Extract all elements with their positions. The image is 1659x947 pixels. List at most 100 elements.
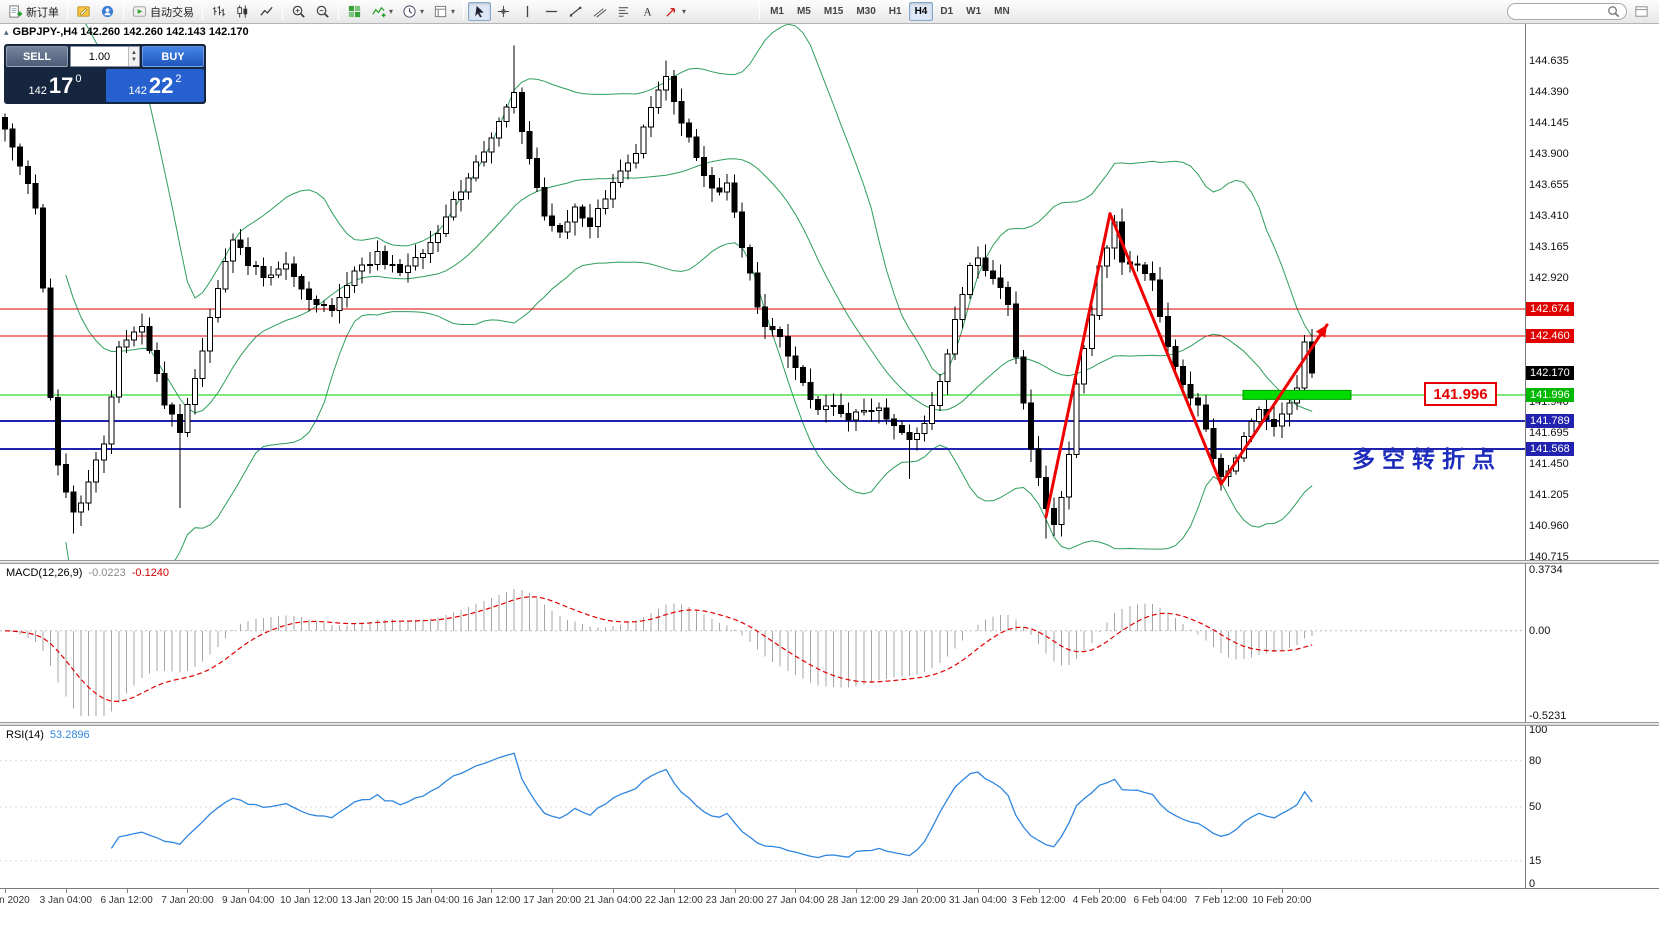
fibonacci-icon bbox=[616, 4, 631, 19]
arrows-button[interactable]: ▾ bbox=[660, 2, 690, 21]
search-input[interactable] bbox=[1513, 6, 1604, 17]
time-tick bbox=[5, 889, 6, 893]
text-icon: A bbox=[640, 4, 655, 19]
macd-histogram bbox=[12, 588, 1313, 716]
line-chart-icon bbox=[259, 4, 274, 19]
time-label: 15 Jan 04:00 bbox=[401, 895, 460, 906]
trend-arrow[interactable] bbox=[1044, 212, 1329, 519]
time-label: 3 Jan 04:00 bbox=[39, 895, 92, 906]
horizontal-line-button[interactable] bbox=[540, 2, 563, 21]
rsi-label: RSI(14) 53.2896 bbox=[4, 729, 98, 741]
sell-price-prefix: 142 bbox=[28, 85, 47, 97]
channel-button[interactable] bbox=[588, 2, 611, 21]
toolbar-divider bbox=[463, 3, 465, 20]
price-level-tag: 142.674 bbox=[1526, 302, 1574, 317]
panel-splitter[interactable] bbox=[0, 560, 1659, 564]
spinner-down-icon[interactable]: ▼ bbox=[131, 56, 137, 63]
zoom-in-button[interactable] bbox=[287, 2, 310, 21]
rsi-chart[interactable] bbox=[0, 726, 1525, 888]
fibonacci-button[interactable] bbox=[612, 2, 635, 21]
sell-price[interactable]: 142 17 0 bbox=[6, 69, 104, 102]
price-axis[interactable]: 144.635 144.390 144.145 143.900 143.655 143.4… bbox=[1525, 24, 1659, 890]
community-icon bbox=[100, 4, 115, 19]
trendline-icon bbox=[568, 4, 583, 19]
timeframe-h4-button[interactable]: H4 bbox=[908, 2, 934, 21]
search-icon bbox=[1606, 4, 1621, 19]
price-label: 142.920 bbox=[1529, 272, 1569, 285]
community-button[interactable] bbox=[96, 2, 119, 21]
indicators-button[interactable]: ▾ bbox=[367, 2, 397, 21]
support-zone-rect[interactable] bbox=[1242, 389, 1352, 400]
time-label: 21 Jan 04:00 bbox=[584, 895, 642, 906]
chevron-down-icon: ▾ bbox=[389, 6, 394, 16]
candles bbox=[2, 45, 1316, 539]
price-label: 144.635 bbox=[1529, 55, 1569, 68]
time-label: 31 Jan 04:00 bbox=[948, 895, 1007, 906]
oneclick-collapse-arrow[interactable]: ▴ bbox=[4, 26, 9, 37]
annotation-turning-point[interactable]: 多空转折点 bbox=[1352, 446, 1502, 472]
horizontal-level-lines[interactable] bbox=[0, 308, 1525, 450]
zoom-in-icon bbox=[291, 4, 306, 19]
text-button[interactable]: A bbox=[636, 2, 659, 21]
sell-button[interactable]: SELL bbox=[6, 46, 68, 67]
vertical-line-button[interactable] bbox=[516, 2, 539, 21]
time-tick bbox=[1160, 889, 1162, 893]
timeframe-m5-button[interactable]: M5 bbox=[791, 2, 817, 21]
time-tick bbox=[917, 889, 918, 893]
new-order-button[interactable]: 新订单 bbox=[4, 2, 63, 21]
price-level-tag: 141.789 bbox=[1526, 414, 1574, 429]
search-box[interactable] bbox=[1507, 3, 1627, 20]
bar-chart-icon bbox=[211, 4, 226, 19]
metaeditor-button[interactable] bbox=[72, 2, 95, 21]
time-axis[interactable]: 2 Jan 2020 3 Jan 04:00 6 Jan 12:00 7 Jan 20… bbox=[0, 888, 1659, 912]
zoom-out-button[interactable] bbox=[311, 2, 334, 21]
bar-chart-button[interactable] bbox=[207, 2, 230, 21]
timeframe-m30-button[interactable]: M30 bbox=[850, 2, 881, 21]
spinner-up-icon[interactable]: ▲ bbox=[131, 49, 137, 56]
toolbar-divider bbox=[67, 3, 68, 20]
volume-spinner[interactable]: ▲ ▼ bbox=[127, 47, 139, 66]
toolbar-divider bbox=[282, 3, 283, 20]
macd-axis-label: -0.5231 bbox=[1529, 710, 1567, 722]
time-label: 22 Jan 12:00 bbox=[644, 895, 703, 906]
price-label: 140.715 bbox=[1529, 550, 1569, 563]
timeframe-d1-button[interactable]: D1 bbox=[934, 2, 959, 21]
periods-button[interactable]: ▾ bbox=[398, 2, 428, 21]
crosshair-button[interactable] bbox=[492, 2, 515, 21]
autotrading-icon bbox=[132, 4, 147, 19]
time-tick bbox=[65, 889, 67, 893]
time-label: 4 Feb 20:00 bbox=[1072, 895, 1127, 906]
macd-axis-label: 0.00 bbox=[1529, 624, 1551, 637]
time-label: 16 Jan 12:00 bbox=[462, 895, 521, 906]
line-chart-button[interactable] bbox=[255, 2, 278, 21]
buy-price[interactable]: 142 22 2 bbox=[106, 69, 204, 102]
volume-input[interactable] bbox=[71, 47, 128, 66]
timeframe-h1-button[interactable]: H1 bbox=[883, 2, 908, 21]
price-chart[interactable] bbox=[0, 24, 1525, 560]
horizontal-line-icon bbox=[544, 4, 559, 19]
price-label: 143.655 bbox=[1529, 179, 1569, 192]
panel-splitter[interactable] bbox=[0, 722, 1659, 726]
timeframe-w1-button[interactable]: W1 bbox=[960, 2, 987, 21]
toolbars-menu-button[interactable] bbox=[1630, 2, 1653, 21]
time-tick bbox=[1099, 889, 1101, 893]
timeframe-mn-button[interactable]: MN bbox=[988, 2, 1016, 21]
annotation-price-callout[interactable]: 141.996 bbox=[1424, 382, 1497, 406]
cursor-button[interactable] bbox=[468, 2, 492, 21]
zoom-out-icon bbox=[315, 4, 330, 19]
tile-windows-button[interactable] bbox=[343, 2, 366, 21]
buy-button[interactable]: BUY bbox=[142, 46, 204, 67]
time-tick bbox=[491, 889, 493, 893]
time-label: 9 Jan 04:00 bbox=[222, 895, 275, 906]
price-label: 143.410 bbox=[1529, 210, 1569, 223]
timeframe-m15-button[interactable]: M15 bbox=[818, 2, 849, 21]
templates-button[interactable]: ▾ bbox=[429, 2, 459, 21]
timeframe-m1-button[interactable]: M1 bbox=[764, 2, 790, 21]
channel-icon bbox=[592, 4, 607, 19]
time-tick bbox=[795, 889, 797, 893]
autotrading-button[interactable]: 自动交易 bbox=[128, 2, 198, 21]
toolbar-search-area bbox=[1507, 2, 1655, 21]
trendline-button[interactable] bbox=[564, 2, 587, 21]
candlestick-button[interactable] bbox=[231, 2, 254, 21]
macd-chart[interactable] bbox=[0, 564, 1525, 722]
